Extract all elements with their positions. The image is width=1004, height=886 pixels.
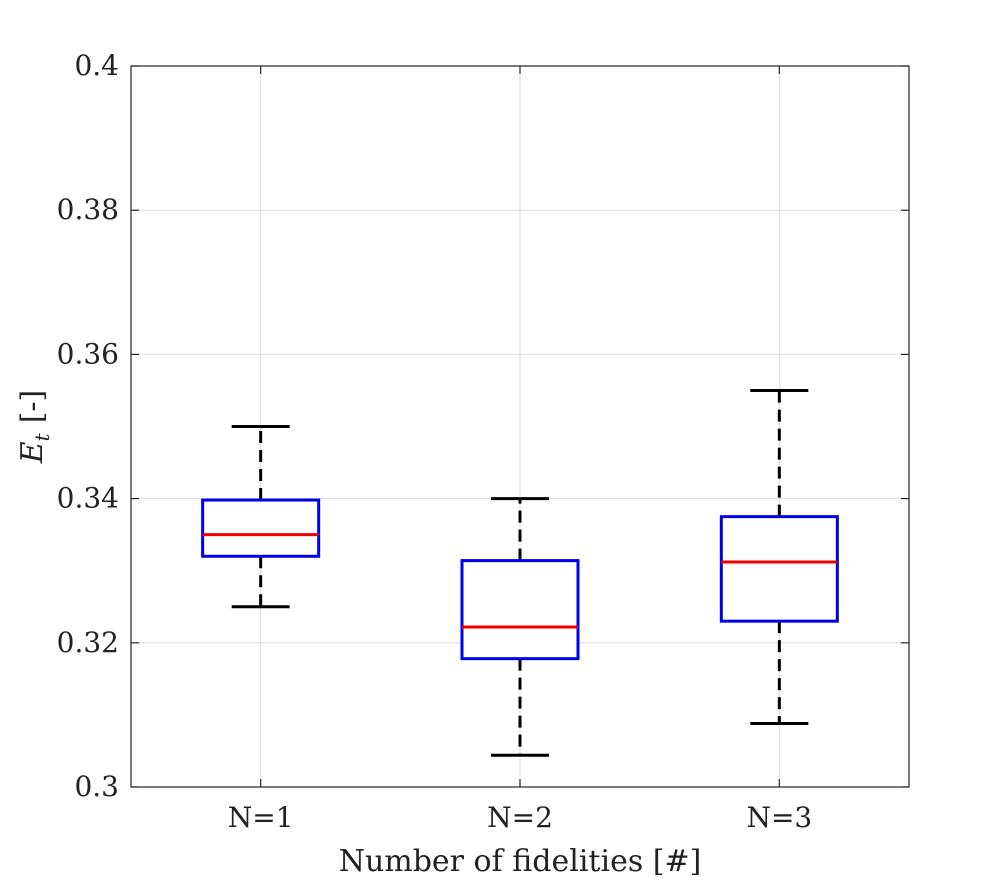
iqr-box <box>460 559 580 661</box>
y-axis-label-symbol: E <box>15 441 50 464</box>
y-axis-label-subscript: t <box>30 432 54 441</box>
box-N=3 <box>719 388 839 726</box>
y-axis-label: Et [-] <box>15 390 54 465</box>
y-tick-label: 0.32 <box>57 626 119 659</box>
y-tick-label: 0.38 <box>57 193 119 226</box>
axis-ticks: 0.3 0.32 0.34 0.36 0.38 0.4 N=1 N=2 N=3 <box>57 49 909 834</box>
y-tick-label: 0.34 <box>57 482 119 515</box>
iqr-box <box>719 515 839 623</box>
x-tick-label: N=1 <box>228 801 294 834</box>
y-tick-label: 0.36 <box>57 337 119 370</box>
x-axis-label: Number of fidelities [#] <box>339 844 702 879</box>
iqr-box <box>201 498 321 558</box>
x-tick-label: N=3 <box>746 801 812 834</box>
box-series <box>201 388 839 757</box>
box-N=1 <box>201 425 321 609</box>
y-tick-label: 0.4 <box>74 49 119 82</box>
y-axis-label-unit: [-] <box>15 390 50 424</box>
box-N=2 <box>460 497 580 757</box>
x-tick-label: N=2 <box>487 801 553 834</box>
y-tick-label: 0.3 <box>74 770 119 803</box>
